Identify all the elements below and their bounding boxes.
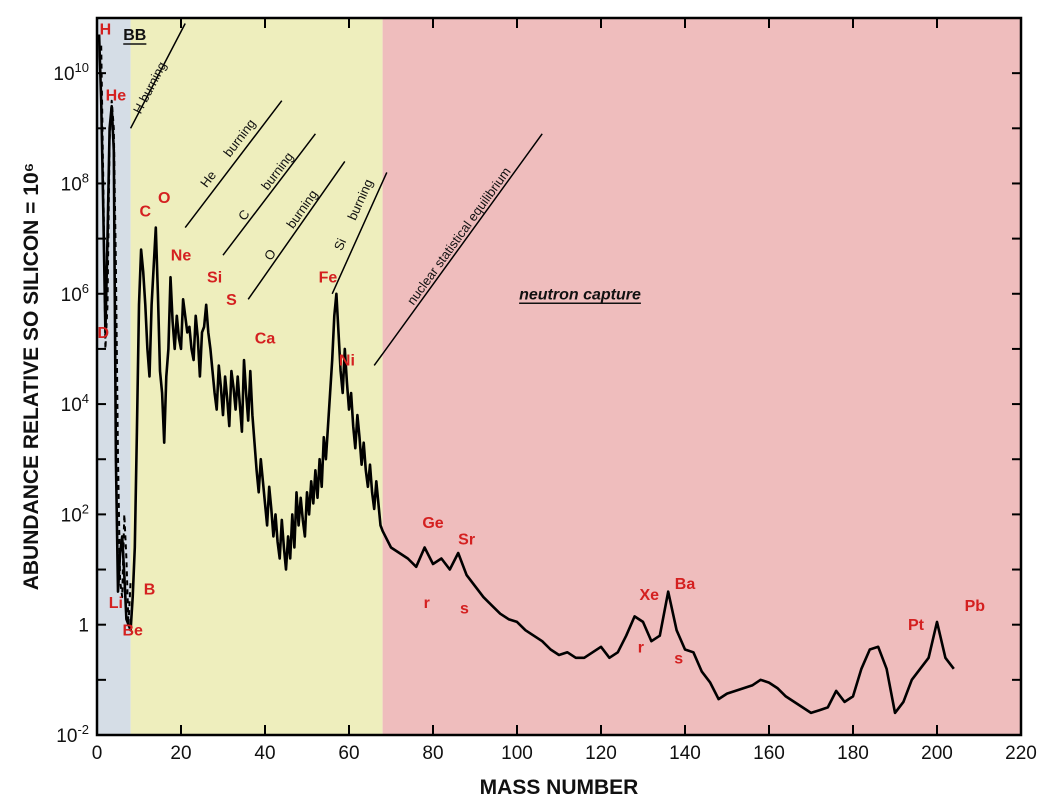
x-tick-label-1: 20 [170,743,191,764]
y-axis-ticks: 10-2 1 102 104 106 108 1010 [53,17,1021,747]
element-label-2: D [98,325,110,342]
x-tick-label-0: 0 [92,743,103,764]
element-label-1: He [106,88,127,105]
element-label-12: Fe [319,270,338,287]
x-tick-label-2: 40 [254,743,275,764]
x-tick-label-3: 60 [338,743,359,764]
element-label-9: Si [207,270,222,287]
region-label-1: neutron capture [519,286,641,303]
process-line-3 [247,160,346,300]
element-label-5: B [144,581,156,598]
x-axis-ticks: 0 20 40 60 80 100 120 140 160 180 200 220 [92,18,1037,764]
element-label-23: Pb [965,598,986,615]
element-label-4: Be [122,623,143,640]
y-tick-label-4: 106 [61,281,89,306]
y-tick-label-1: 1 [78,616,89,637]
element-label-11: Ca [255,330,276,347]
x-tick-label-6: 120 [585,743,617,764]
process-regions [97,18,1022,735]
x-tick-label-10: 200 [921,743,953,764]
element-label-6: C [140,204,152,221]
element-label-15: Sr [458,532,475,549]
x-tick-label-7: 140 [669,743,701,764]
x-tick-label-11: 220 [1005,743,1037,764]
element-label-0: H [100,22,112,39]
element-label-8: Ne [171,248,192,265]
region-2 [382,18,1022,735]
element-label-22: Pt [908,617,925,634]
x-tick-label-8: 160 [753,743,785,764]
element-label-10: S [226,292,237,309]
series-line-dashed [100,45,132,626]
element-labels: H He D Li Be B CO Ne SiS Ca Fe Ni Ge Sr r s Xe Ba r s Pt Pb [98,22,986,668]
process-line-2 [222,133,316,256]
process-line-1 [184,100,283,229]
process-line-5 [373,133,543,366]
element-label-14: Ge [422,515,443,532]
y-tick-label-0: 10-2 [56,722,89,747]
element-label-17: s [460,601,469,618]
element-label-18: Xe [640,587,660,604]
x-tick-label-9: 180 [837,743,869,764]
series-line-solid [97,34,955,715]
x-tick-label-5: 100 [501,743,533,764]
y-axis-title: ABUNDANCE RELATIVE SO SILICON = 10⁶ [20,163,43,591]
y-tick-label-6: 1010 [53,60,89,85]
abundance-curves [97,34,955,715]
element-label-7: O [158,190,170,207]
process-line-4 [331,172,388,295]
plot-frame [95,16,1023,737]
element-label-21: s [674,650,683,667]
y-tick-label-5: 108 [61,170,89,195]
y-tick-label-2: 102 [61,501,89,526]
element-label-16: r [424,595,430,612]
element-label-13: Ni [339,352,355,369]
x-axis-title: MASS NUMBER [480,776,639,799]
process-line-0 [129,23,186,129]
element-label-19: Ba [675,576,696,593]
element-label-20: r [638,639,644,656]
x-tick-label-4: 80 [422,743,443,764]
y-tick-label-3: 104 [61,391,89,416]
element-label-3: Li [109,595,123,612]
region-label-0: BB [123,27,146,44]
